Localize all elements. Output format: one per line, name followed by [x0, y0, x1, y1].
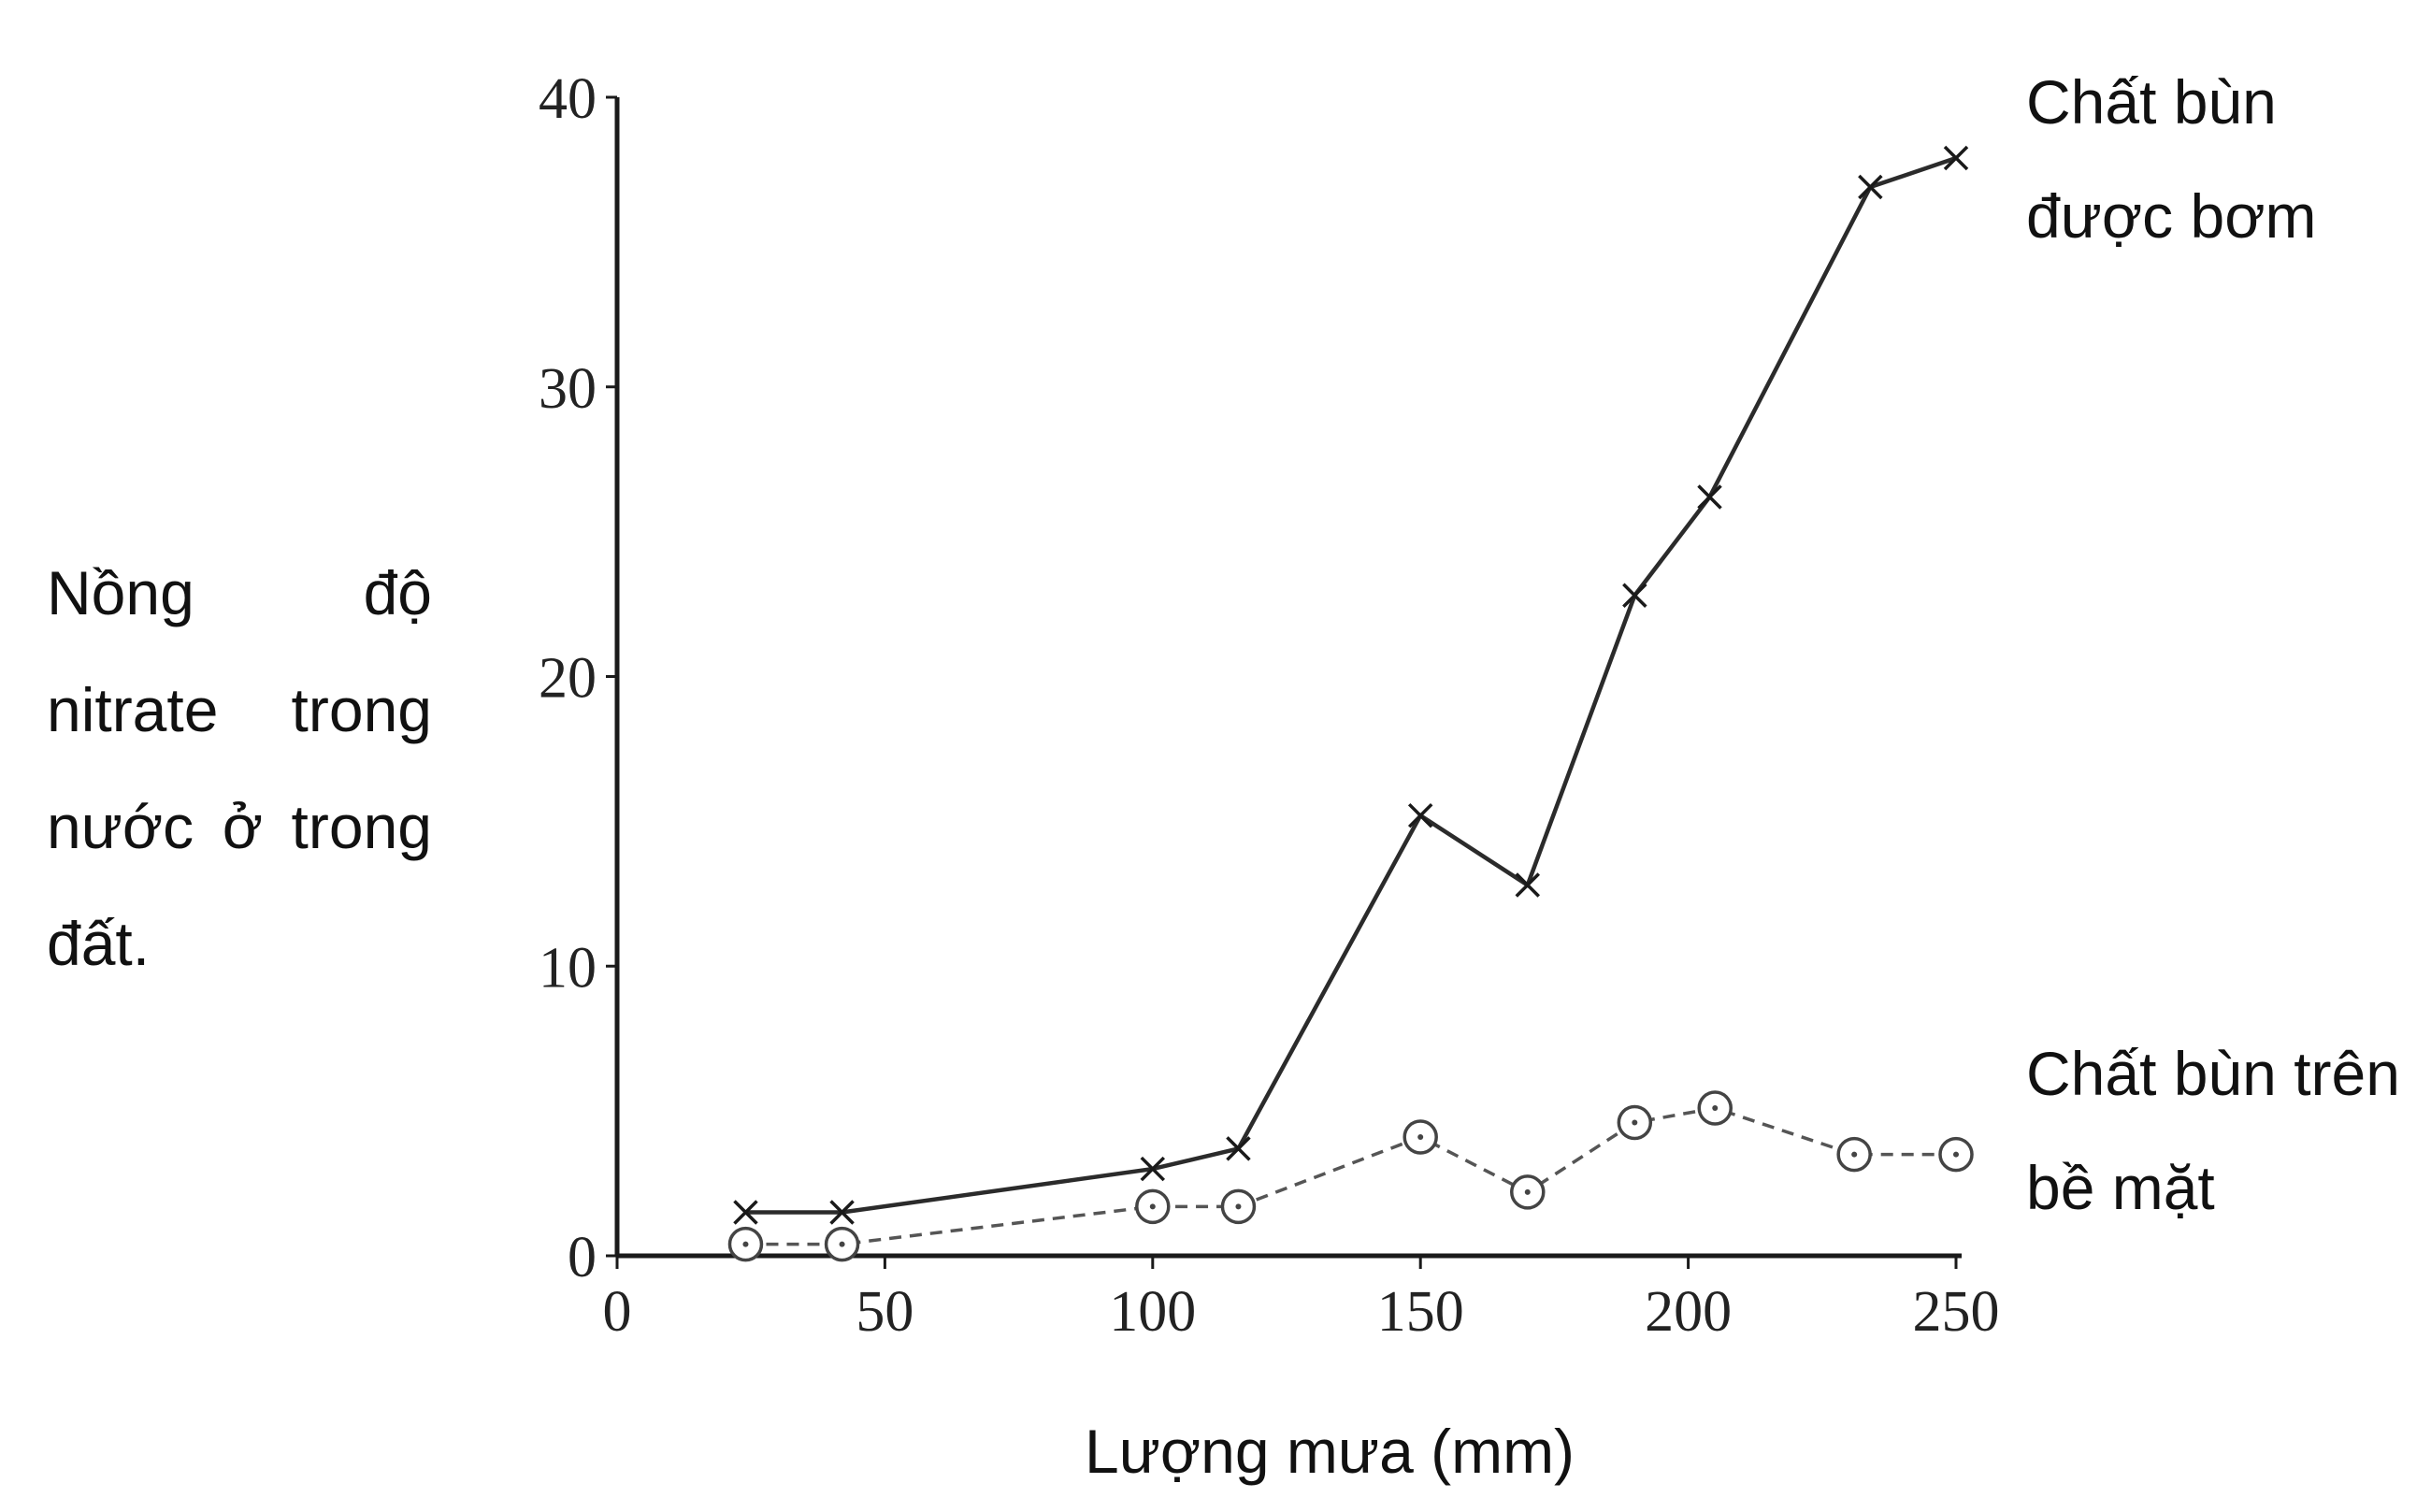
circle-marker-dot: [1712, 1105, 1719, 1112]
y-tick-label: 40: [539, 67, 597, 131]
data-point-x-marker: [1407, 802, 1433, 828]
x-tick-label: 100: [1109, 1280, 1196, 1344]
x-marker-stroke: [1943, 145, 1969, 171]
y-tick-label: 20: [539, 647, 597, 711]
circle-marker-dot: [1632, 1119, 1638, 1126]
axes: [614, 97, 1962, 1259]
circle-marker-dot: [1851, 1151, 1858, 1158]
data-point-circle-marker: [727, 1226, 764, 1262]
x-tick-label: 250: [1913, 1280, 2000, 1344]
x-marker-stroke: [829, 1200, 855, 1225]
x-marker-stroke: [733, 1200, 758, 1225]
data-point-x-marker: [1515, 872, 1540, 898]
series-layer: [727, 145, 1974, 1262]
data-point-x-marker: [1697, 484, 1722, 510]
x-marker-stroke: [1140, 1156, 1166, 1182]
x-axis-label: Lượng mưa (mm): [1085, 1417, 1575, 1486]
data-point-circle-marker: [1617, 1104, 1653, 1141]
data-point-circle-marker: [1135, 1188, 1171, 1225]
data-point-x-marker: [1943, 145, 1969, 171]
circle-marker-dot: [1524, 1188, 1531, 1195]
x-marker-stroke: [1407, 802, 1433, 828]
x-tick-label: 200: [1645, 1280, 1732, 1344]
y-axis-label: Nồng độ nitrate trong nước ở trong đất.: [47, 558, 432, 978]
x-marker-stroke: [1226, 1136, 1251, 1161]
data-point-circle-marker: [1697, 1090, 1733, 1126]
circle-marker-dot: [1417, 1134, 1424, 1141]
series-label-surface: Chất bùn trên bề mặt: [2026, 1039, 2400, 1222]
series-label-pumped: Chất bùn được bơm: [2026, 67, 2317, 251]
data-point-circle-marker: [1402, 1119, 1438, 1155]
circle-marker-dot: [1953, 1151, 1959, 1158]
series-line-surface: [745, 1106, 1956, 1246]
circle-marker-dot: [1235, 1203, 1242, 1210]
x-marker-stroke: [1622, 583, 1647, 609]
x-tick-label: 0: [603, 1280, 632, 1344]
data-point-circle-marker: [824, 1226, 860, 1262]
data-point-x-marker: [829, 1200, 855, 1225]
data-point-circle-marker: [1220, 1188, 1257, 1225]
series-line-pumped: [745, 155, 1957, 1215]
circle-marker-dot: [742, 1241, 749, 1247]
x-tick-label: 50: [856, 1280, 913, 1344]
data-point-x-marker: [733, 1200, 758, 1225]
x-tick-label: 150: [1377, 1280, 1464, 1344]
ticks: 0 50 100 150 200 250 0 10 20 30 40: [539, 67, 2000, 1344]
x-marker-stroke: [1515, 872, 1540, 898]
y-tick-label: 30: [539, 357, 597, 421]
circle-marker-dot: [839, 1241, 845, 1247]
x-marker-stroke: [1697, 484, 1722, 510]
circle-marker-dot: [1149, 1203, 1156, 1210]
y-tick-label: 0: [568, 1226, 597, 1289]
data-point-x-marker: [1858, 174, 1883, 200]
data-point-x-marker: [1622, 583, 1647, 609]
data-point-circle-marker: [1938, 1136, 1974, 1173]
data-point-x-marker: [1226, 1136, 1251, 1161]
y-tick-label: 10: [539, 936, 597, 1000]
data-point-x-marker: [1140, 1156, 1166, 1182]
data-point-circle-marker: [1836, 1136, 1872, 1173]
x-marker-stroke: [1858, 174, 1883, 200]
data-point-circle-marker: [1510, 1174, 1546, 1210]
